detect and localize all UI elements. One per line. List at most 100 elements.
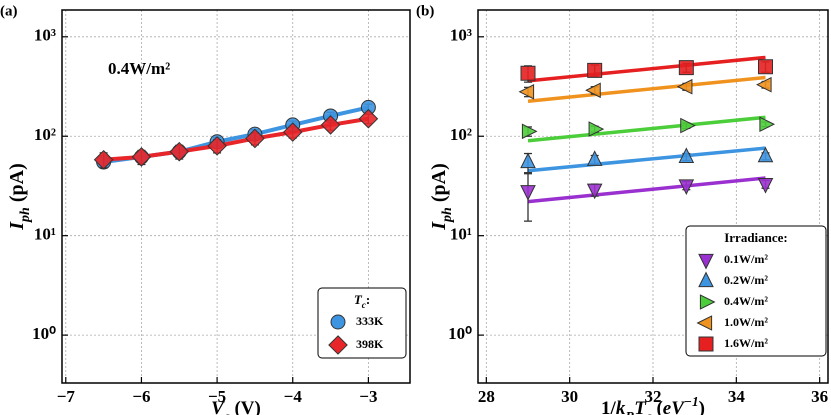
label-part: T bbox=[634, 398, 647, 415]
marker bbox=[520, 65, 536, 81]
label-part: ) bbox=[699, 398, 705, 415]
label-part: ph bbox=[18, 207, 33, 223]
fit-line bbox=[527, 176, 766, 204]
label-part: T bbox=[354, 292, 363, 307]
x-tick-label: 34 bbox=[728, 387, 746, 406]
label-part: c bbox=[224, 409, 230, 415]
x-tick-label: 28 bbox=[478, 387, 495, 406]
label-part: ( bbox=[652, 398, 663, 415]
legend-marker bbox=[696, 315, 713, 331]
legend-title: Irradiance: bbox=[724, 230, 788, 245]
marker bbox=[678, 60, 694, 76]
marker bbox=[245, 128, 265, 149]
label-part: c bbox=[646, 409, 652, 415]
label-part: −1 bbox=[684, 394, 699, 409]
y-tick-label: 10³ bbox=[450, 26, 472, 45]
legend-label: 0.1W/m² bbox=[724, 252, 768, 266]
marker bbox=[93, 149, 114, 170]
marker bbox=[131, 147, 152, 167]
x-tick-label: −4 bbox=[284, 387, 303, 406]
marker bbox=[169, 141, 190, 162]
annotation: 0.4W/m² bbox=[108, 59, 170, 78]
legend-label: 1.0W/m² bbox=[724, 315, 768, 329]
x-tick-label: 36 bbox=[811, 387, 828, 406]
legend-label: 0.2W/m² bbox=[724, 273, 768, 287]
marker bbox=[518, 83, 535, 100]
label-part: (pA) bbox=[428, 163, 450, 207]
marker bbox=[585, 82, 601, 99]
label-part: (pA) bbox=[6, 163, 28, 207]
y-tick-label: 10⁰ bbox=[448, 324, 472, 343]
y-tick-label: 10⁰ bbox=[32, 324, 56, 343]
y-axis-label: Iph (pA) bbox=[428, 163, 455, 230]
marker bbox=[757, 178, 774, 194]
marker bbox=[586, 150, 603, 166]
fit-line bbox=[527, 75, 766, 103]
y-tick-label: 10² bbox=[34, 125, 56, 144]
marker bbox=[520, 185, 536, 201]
legend-marker bbox=[699, 294, 716, 310]
x-tick-label: −6 bbox=[132, 387, 150, 406]
label-part: k bbox=[616, 398, 626, 415]
marker bbox=[282, 122, 303, 142]
panel-label: (b) bbox=[416, 3, 434, 19]
legend-title: Tc: bbox=[354, 292, 370, 310]
label-part: V bbox=[211, 398, 225, 415]
label-part: eV bbox=[663, 398, 685, 415]
panel-label: (a) bbox=[0, 3, 18, 19]
y-tick-label: 10¹ bbox=[34, 225, 56, 244]
x-tick-label: 30 bbox=[561, 387, 578, 406]
label-part: 1/ bbox=[601, 398, 617, 415]
marker bbox=[358, 108, 379, 129]
fit-line bbox=[527, 115, 766, 143]
marker bbox=[680, 117, 696, 134]
x-tick-label: 32 bbox=[645, 387, 662, 406]
marker bbox=[678, 179, 695, 195]
legend-marker bbox=[328, 335, 348, 355]
marker bbox=[758, 59, 773, 75]
fit-line bbox=[527, 55, 766, 83]
legend-marker bbox=[698, 336, 714, 352]
x-tick-label: −3 bbox=[359, 387, 377, 406]
label-part: : bbox=[366, 292, 370, 307]
y-axis-label: Iph (pA) bbox=[6, 163, 33, 230]
label-part: (V) bbox=[230, 398, 261, 415]
label-part: Irradiance: bbox=[724, 230, 788, 245]
y-tick-label: 10¹ bbox=[450, 225, 472, 244]
legend-label: 1.6W/m² bbox=[724, 336, 768, 350]
plot-frame bbox=[477, 9, 829, 384]
label-part: B bbox=[624, 409, 634, 415]
label-part: ph bbox=[440, 207, 455, 223]
legend-marker bbox=[330, 314, 346, 330]
marker bbox=[521, 123, 538, 140]
y-tick-label: 10² bbox=[450, 125, 472, 144]
label-part: c bbox=[362, 300, 366, 310]
legend-label: 0.4W/m² bbox=[724, 294, 768, 308]
marker bbox=[586, 183, 603, 200]
marker bbox=[588, 121, 605, 137]
marker bbox=[678, 147, 695, 163]
marker bbox=[320, 115, 341, 135]
marker bbox=[520, 152, 536, 169]
marker bbox=[676, 78, 693, 95]
plot-frame bbox=[61, 9, 411, 384]
marker bbox=[759, 116, 776, 133]
legend-box bbox=[685, 225, 827, 357]
legend-marker bbox=[698, 253, 714, 270]
fit-line bbox=[527, 146, 766, 173]
legend-label: 398K bbox=[356, 337, 384, 351]
x-tick-label: −5 bbox=[208, 387, 226, 406]
y-tick-label: 10³ bbox=[34, 26, 56, 45]
legend-marker bbox=[698, 271, 714, 288]
legend-label: 333K bbox=[356, 314, 384, 328]
x-tick-label: −7 bbox=[57, 387, 76, 406]
x-axis-label: 1/kBTc (eV−1) bbox=[601, 394, 705, 415]
label-part: I bbox=[428, 221, 450, 231]
marker bbox=[587, 62, 603, 78]
x-axis-label: Vc (V) bbox=[211, 398, 261, 415]
marker bbox=[757, 146, 774, 163]
marker bbox=[755, 76, 772, 93]
marker bbox=[207, 136, 227, 156]
label-part: I bbox=[6, 221, 28, 231]
